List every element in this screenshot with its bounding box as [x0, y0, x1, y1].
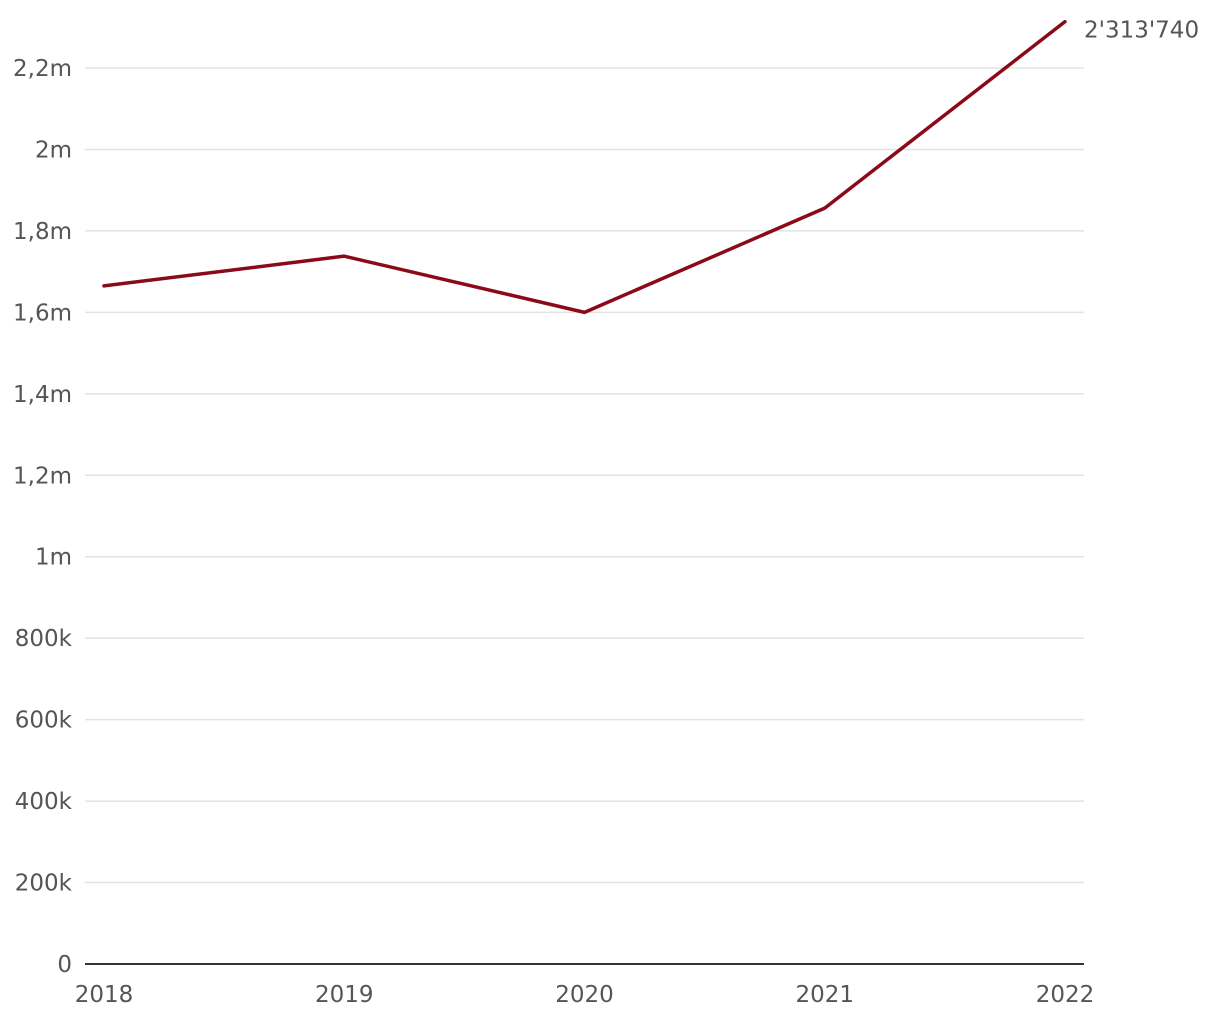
y-tick-label: 1,2m: [13, 463, 72, 489]
series-layer: [102, 19, 1067, 315]
y-tick-label: 1,8m: [13, 219, 72, 245]
x-tick-label: 2022: [1036, 982, 1095, 1008]
series-line: [102, 19, 1067, 315]
y-tick-label: 200k: [15, 871, 73, 897]
y-axis-ticks: 0 200k 400k 600k 800k 1m 1,2m 1,4m 1,6m 1,8m 2m 2,2…: [13, 56, 73, 978]
end-value-label: 2'313'740: [1084, 18, 1199, 44]
x-axis-ticks: 2018 2019 2020 2021 2022: [75, 982, 1095, 1008]
y-tick-label: 600k: [15, 708, 73, 734]
x-tick-label: 2021: [795, 982, 854, 1008]
x-tick-label: 2020: [555, 982, 614, 1008]
x-tick-label: 2019: [315, 982, 374, 1008]
y-tick-label: 1,6m: [13, 300, 72, 326]
y-tick-label: 400k: [15, 789, 73, 815]
y-tick-label: 2m: [35, 137, 72, 163]
y-tick-label: 1,4m: [13, 382, 72, 408]
x-tick-label: 2018: [75, 982, 134, 1008]
y-tick-label: 1m: [35, 545, 72, 571]
y-tick-label: 0: [57, 952, 72, 978]
gridlines: [85, 67, 1084, 884]
y-tick-label: 800k: [15, 626, 73, 652]
y-tick-label: 2,2m: [13, 56, 72, 82]
